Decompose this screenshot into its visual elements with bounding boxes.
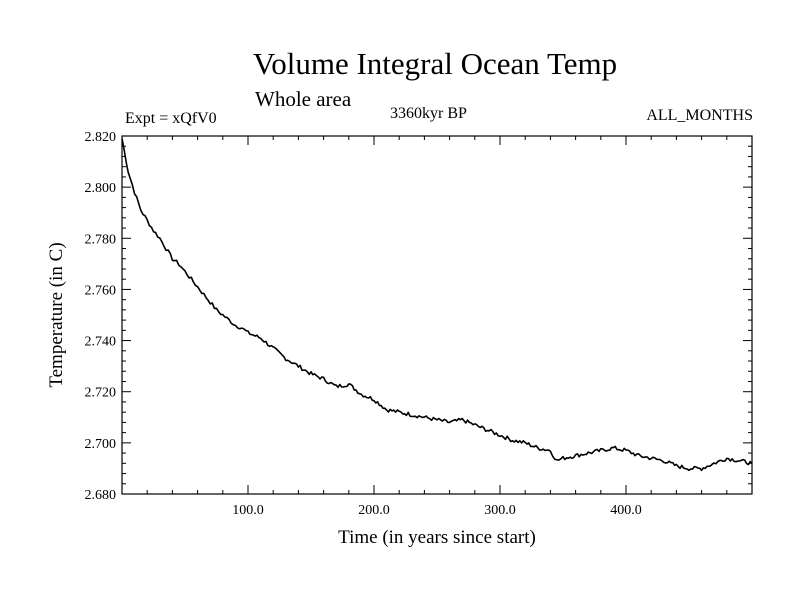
x-axis-label: Time (in years since start) bbox=[338, 527, 536, 548]
x-tick-label: 400.0 bbox=[610, 503, 642, 518]
x-tick-label: 100.0 bbox=[232, 503, 264, 518]
experiment-label: Expt = xQfV0 bbox=[125, 110, 217, 127]
months-label: ALL_MONTHS bbox=[646, 107, 753, 124]
x-tick-label: 300.0 bbox=[484, 503, 516, 518]
tick-labels: 100.0 200.0 300.0 400.0 2.680 2.700 2.720 2.740… bbox=[85, 130, 642, 518]
period-label: 3360kyr BP bbox=[390, 105, 467, 122]
y-tick-label: 2.680 bbox=[85, 488, 117, 503]
x-tick-label: 200.0 bbox=[358, 503, 390, 518]
axis-ticks bbox=[122, 135, 752, 495]
chart-title: Volume Integral Ocean Temp bbox=[252, 46, 618, 81]
y-tick-label: 2.800 bbox=[85, 181, 117, 196]
y-tick-label: 2.740 bbox=[85, 335, 117, 350]
series-line bbox=[121, 138, 753, 472]
y-tick-label: 2.820 bbox=[85, 130, 117, 145]
y-tick-label: 2.780 bbox=[85, 232, 117, 247]
plot-frame bbox=[121, 135, 753, 495]
y-tick-label: 2.720 bbox=[85, 386, 117, 401]
y-axis-label: Temperature (in C) bbox=[46, 242, 67, 387]
y-tick-label: 2.700 bbox=[85, 437, 117, 452]
y-tick-label: 2.760 bbox=[85, 283, 117, 298]
chart-subtitle: Whole area bbox=[255, 87, 352, 111]
